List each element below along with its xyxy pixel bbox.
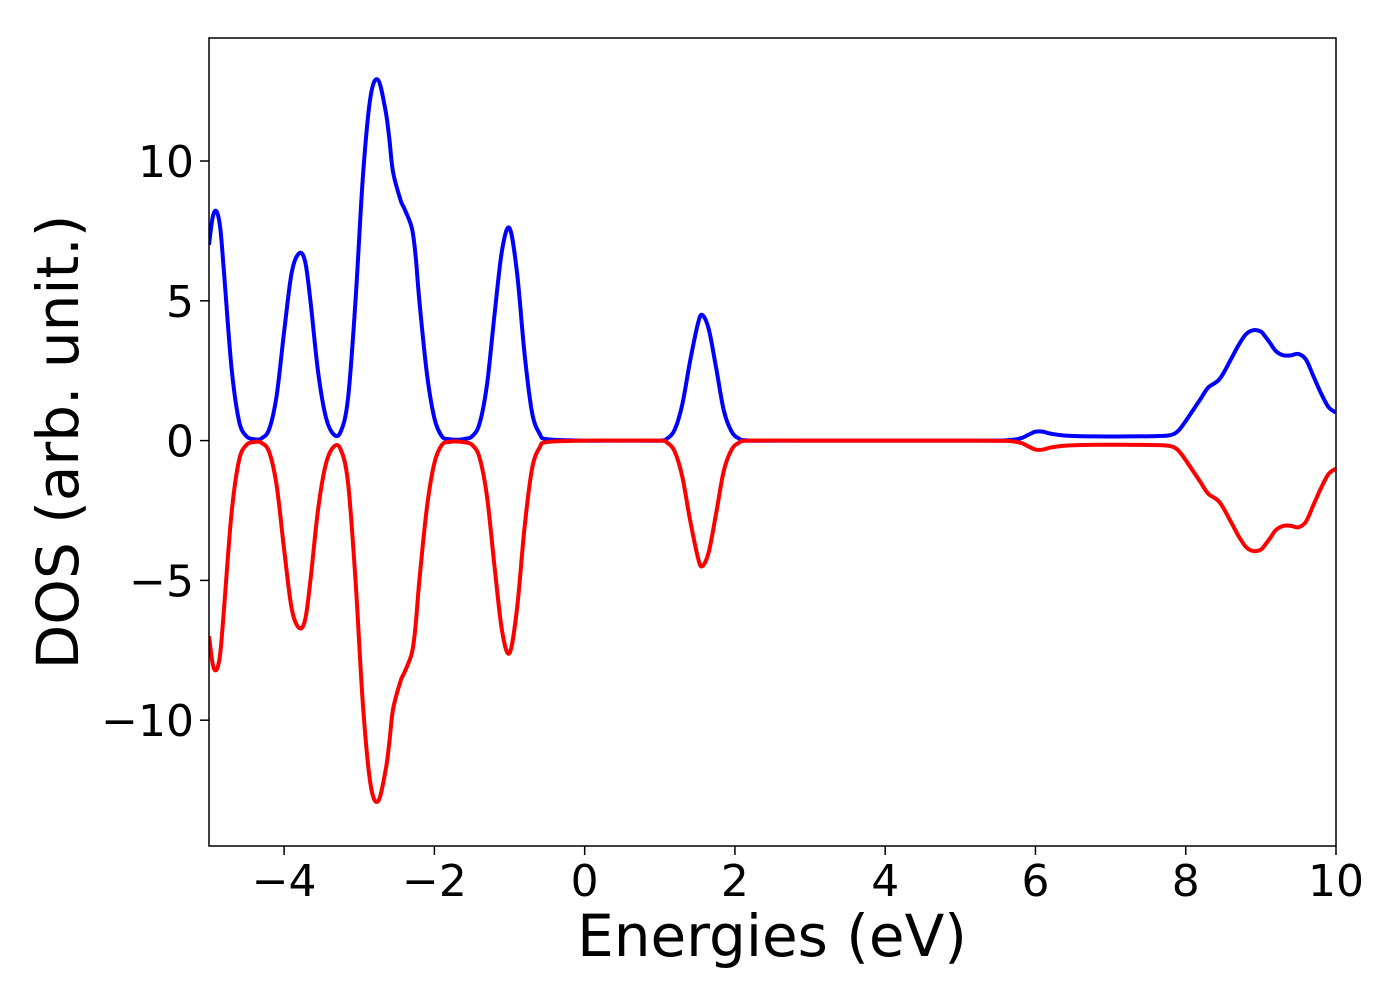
x-tick-label: 2: [721, 856, 749, 907]
x-tick-label: 8: [1172, 856, 1200, 907]
y-tick-label: 5: [166, 277, 194, 328]
series-layer: [209, 77, 1336, 804]
x-tick-label: −2: [402, 856, 467, 907]
x-axis: −4 −2 0 2 4 6 8 10: [252, 846, 1364, 907]
y-tick-label: 0: [166, 417, 194, 468]
y-axis: −10 −5 0 5 10: [101, 137, 209, 747]
x-tick-label: −4: [252, 856, 317, 907]
y-tick-label: 10: [138, 137, 194, 188]
y-tick-label: −10: [101, 696, 194, 747]
plot-frame: [208, 37, 1337, 847]
x-axis-title: Energies (eV): [577, 902, 967, 970]
x-tick-label: 0: [571, 856, 599, 907]
x-tick-label: 4: [871, 856, 899, 907]
y-axis-title: DOS (arb. unit.): [24, 215, 92, 670]
x-tick-label: 10: [1308, 856, 1364, 907]
series-line-2: [209, 438, 1336, 804]
x-tick-label: 6: [1021, 856, 1049, 907]
y-tick-label: −5: [129, 556, 194, 607]
series-line-1: [209, 77, 1336, 443]
